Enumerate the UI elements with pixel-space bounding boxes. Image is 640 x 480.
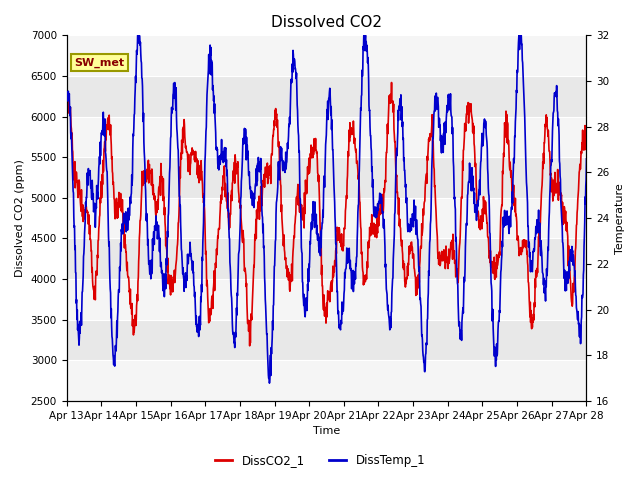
Bar xyxy=(67,157,586,198)
Bar xyxy=(67,360,586,401)
Title: Dissolved CO2: Dissolved CO2 xyxy=(271,15,382,30)
Bar xyxy=(67,239,586,279)
X-axis label: Time: Time xyxy=(313,426,340,436)
Bar xyxy=(67,36,586,76)
Y-axis label: Temperature: Temperature xyxy=(615,183,625,253)
Y-axis label: Dissolved CO2 (ppm): Dissolved CO2 (ppm) xyxy=(15,159,25,277)
Bar xyxy=(67,320,586,360)
Text: SW_met: SW_met xyxy=(74,57,124,68)
Bar xyxy=(67,198,586,239)
Bar xyxy=(67,76,586,117)
Legend: DissCO2_1, DissTemp_1: DissCO2_1, DissTemp_1 xyxy=(210,449,430,472)
Bar xyxy=(67,279,586,320)
Bar xyxy=(67,117,586,157)
